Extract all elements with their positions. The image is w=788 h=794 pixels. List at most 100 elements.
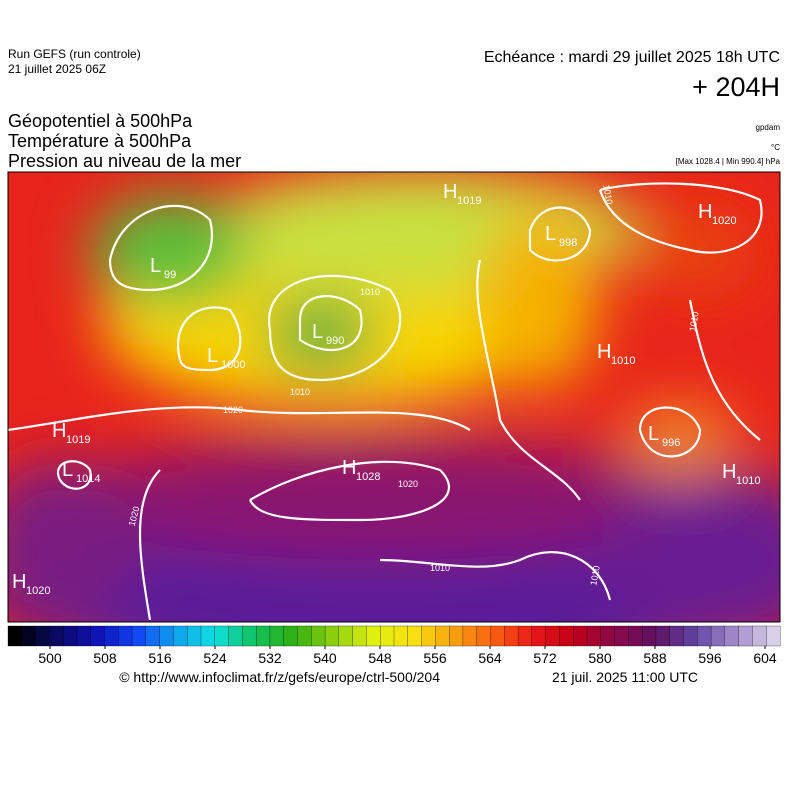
color-swatch: [200, 625, 216, 647]
run-date: 21 juillet 2025 06Z: [8, 62, 106, 76]
color-swatch: [159, 625, 174, 647]
source-url: © http://www.infoclimat.fr/z/gefs/europe…: [119, 669, 440, 685]
color-swatch: [242, 625, 257, 647]
run-time: 21 juil. 2025 11:00 UTC: [552, 669, 698, 685]
center-kind: L: [312, 321, 323, 343]
pressure-center: H 1028: [342, 457, 380, 483]
center-value: 1010: [611, 355, 635, 367]
center-value: 990: [326, 335, 344, 347]
color-swatch: [697, 625, 712, 647]
color-swatch: [407, 625, 423, 647]
color-swatch: [766, 625, 781, 647]
unit: [Max 1028.4 | Min 990.4] hPa: [676, 157, 781, 166]
center-kind: H: [342, 457, 356, 479]
color-swatch: [683, 625, 698, 647]
center-value: 99: [164, 269, 176, 281]
title: Température à 500hPa: [8, 131, 192, 151]
run: Run GEFS (run controle): [8, 47, 141, 61]
color-swatch: [118, 625, 133, 647]
color-swatch: [641, 625, 657, 647]
color-swatch: [352, 625, 367, 647]
color-swatch: [145, 625, 161, 647]
center-kind: L: [150, 255, 161, 277]
color-swatch: [738, 625, 753, 647]
colorbar-tick-label: 588: [643, 650, 667, 666]
unit: °C: [771, 143, 780, 152]
center-value: 1000: [221, 359, 245, 371]
color-swatch: [35, 625, 50, 647]
color-swatch: [214, 625, 230, 647]
pressure-center: H 1019: [52, 420, 90, 446]
pressure-center: L 996: [648, 423, 680, 449]
colorbar-tick-label: 580: [588, 650, 612, 666]
isobar-label: 1010: [430, 563, 450, 573]
center-kind: H: [597, 341, 611, 363]
colorbar-tick-label: 500: [38, 650, 62, 666]
color-swatch: [448, 625, 464, 647]
color-swatch: [614, 625, 629, 647]
pressure-center: L 1000: [207, 345, 245, 371]
colorbar-tick-label: 540: [313, 650, 337, 666]
colorbar-tick-label: 508: [93, 650, 117, 666]
color-swatch: [628, 625, 643, 647]
color-swatch: [269, 625, 285, 647]
color-swatch: [7, 625, 23, 647]
color-swatch: [187, 625, 202, 647]
color-swatch: [531, 625, 547, 647]
color-swatch: [504, 625, 519, 647]
pressure-center: H 1010: [722, 461, 760, 487]
pressure-center: H 1019: [443, 181, 481, 207]
color-swatch: [338, 625, 354, 647]
center-value: 1019: [457, 195, 481, 207]
center-value: 1020: [26, 585, 50, 597]
color-swatch: [600, 625, 616, 647]
color-swatch: [655, 625, 671, 647]
title: Géopotentiel à 500hPa: [8, 111, 193, 131]
isobar-label: 1010: [588, 565, 601, 586]
color-swatch: [76, 625, 92, 647]
color-swatch: [517, 625, 533, 647]
color-swatch: [311, 625, 326, 647]
color-swatch: [393, 625, 409, 647]
isobar-label: 1010: [290, 387, 310, 397]
color-swatch: [669, 625, 684, 647]
center-kind: L: [545, 223, 556, 245]
isobar-label: 1020: [223, 405, 243, 415]
colorbar-tick-label: 604: [753, 650, 777, 666]
color-swatch: [490, 625, 505, 647]
colorbar-tick-label: 548: [368, 650, 392, 666]
colorbar-tick-label: 516: [148, 650, 172, 666]
center-value: 1020: [712, 215, 736, 227]
colorbar: 500 508 516 524 532 540 548 556 564 572 580 588 596 6…: [7, 625, 781, 666]
pressure-center: H 1020: [698, 201, 736, 227]
pressure-center: H 1020: [12, 571, 50, 597]
center-kind: L: [207, 345, 218, 367]
echeance: Echéance : mardi 29 juillet 2025 18h UTC: [484, 49, 780, 66]
map: [8, 172, 780, 622]
center-value: 1028: [356, 471, 380, 483]
unit: gpdam: [756, 123, 781, 132]
pressure-center: H 1010: [597, 341, 635, 367]
color-swatch: [559, 625, 574, 647]
color-swatch: [573, 625, 588, 647]
color-swatch: [228, 625, 243, 647]
color-swatch: [462, 625, 478, 647]
pressure-center: L 1014: [62, 459, 100, 485]
colorbar-tick-label: 532: [258, 650, 282, 666]
title: Pression au niveau de la mer: [8, 151, 241, 171]
color-swatch: [62, 625, 78, 647]
colorbar-tick-label: 524: [203, 650, 227, 666]
lead-time: + 204H: [692, 72, 780, 102]
isobar-label: 1020: [398, 479, 418, 489]
colorbar-tick-label: 596: [698, 650, 722, 666]
color-swatch: [380, 625, 395, 647]
isobars: [8, 182, 763, 621]
color-swatch: [131, 625, 147, 647]
color-swatch: [104, 625, 119, 647]
pressure-center: L 990: [312, 321, 344, 347]
center-kind: H: [443, 181, 457, 203]
color-swatch: [283, 625, 298, 647]
color-swatch: [710, 625, 726, 647]
color-swatch: [435, 625, 450, 647]
